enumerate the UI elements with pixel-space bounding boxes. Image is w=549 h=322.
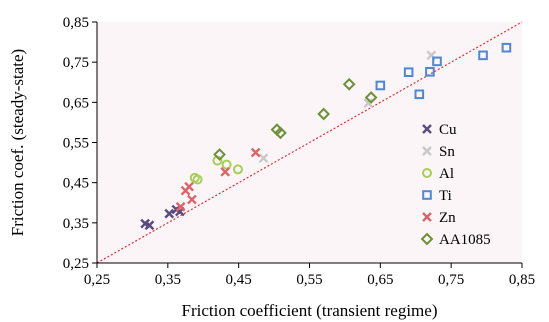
point-ti	[425, 67, 435, 77]
point-aa1085	[342, 77, 356, 91]
y-tick-label: 0,85	[63, 15, 89, 31]
legend-marker-zn	[422, 212, 432, 222]
legend-label-zn: Zn	[439, 210, 456, 226]
point-zn	[184, 181, 194, 192]
x-tick-label: 0,65	[367, 272, 393, 288]
point-al	[192, 174, 203, 185]
legend-label-ti: Ti	[439, 188, 452, 204]
point-ti	[478, 50, 488, 61]
x-tick-label: 0,45	[226, 272, 252, 288]
legend-label-cu: Cu	[439, 122, 457, 138]
point-al	[221, 159, 232, 170]
point-ti	[501, 42, 512, 53]
point-sn	[258, 153, 269, 164]
x-tick-label: 0,55	[296, 272, 322, 288]
point-ti	[375, 80, 386, 91]
point-cu	[144, 220, 155, 231]
x-tick-label: 0,85	[509, 272, 535, 288]
point-zn	[220, 166, 231, 177]
x-tick-label: 0,75	[438, 272, 464, 288]
legend: Cu Sn Al Ti Zn AA1085	[420, 122, 491, 248]
legend-marker-aa1085	[420, 232, 434, 246]
point-al	[232, 164, 243, 175]
legend-marker-ti	[422, 190, 432, 200]
reference-line-y-equals-x	[96, 21, 523, 264]
legend-label-aa1085: AA1085	[439, 232, 491, 248]
point-zn	[175, 201, 186, 212]
point-aa1085	[317, 107, 331, 121]
axis-ticks: 0,250,25 0,35 0,35 0,45 0,45 0,55 0,55 0,65 0,65…	[63, 15, 535, 288]
y-axis-title: Friction coef. (steady-state)	[8, 49, 27, 236]
legend-marker-sn	[422, 146, 432, 156]
legend-label-al: Al	[439, 166, 454, 182]
legend-marker-cu	[422, 124, 432, 134]
y-tick-label: 0,75	[63, 55, 89, 71]
x-axis-title: Friction coefficient (transient regime)	[181, 301, 437, 320]
point-zn	[187, 194, 197, 205]
y-tick-label: 0,55	[63, 136, 89, 152]
point-sn	[363, 98, 374, 108]
point-ti	[403, 67, 414, 78]
point-aa1085	[213, 148, 226, 161]
x-tick-label: 0,35	[155, 272, 181, 288]
y-tick-label: 0,65	[63, 95, 89, 111]
point-aa1085	[274, 126, 287, 140]
legend-marker-al	[422, 168, 432, 178]
point-aa1085	[364, 91, 378, 104]
point-zn	[250, 147, 261, 158]
legend-label-sn: Sn	[439, 144, 455, 160]
point-aa1085	[270, 123, 284, 137]
y-tick-label: 0,35	[63, 216, 89, 232]
point-cu	[164, 208, 175, 219]
x-tick-label: 0,25	[84, 272, 110, 288]
y-tick-label: 0,45	[63, 176, 89, 192]
point-ti	[414, 89, 425, 100]
data-points	[140, 42, 512, 231]
y-tick-label: 0,25	[63, 256, 89, 272]
point-ti	[432, 56, 442, 67]
